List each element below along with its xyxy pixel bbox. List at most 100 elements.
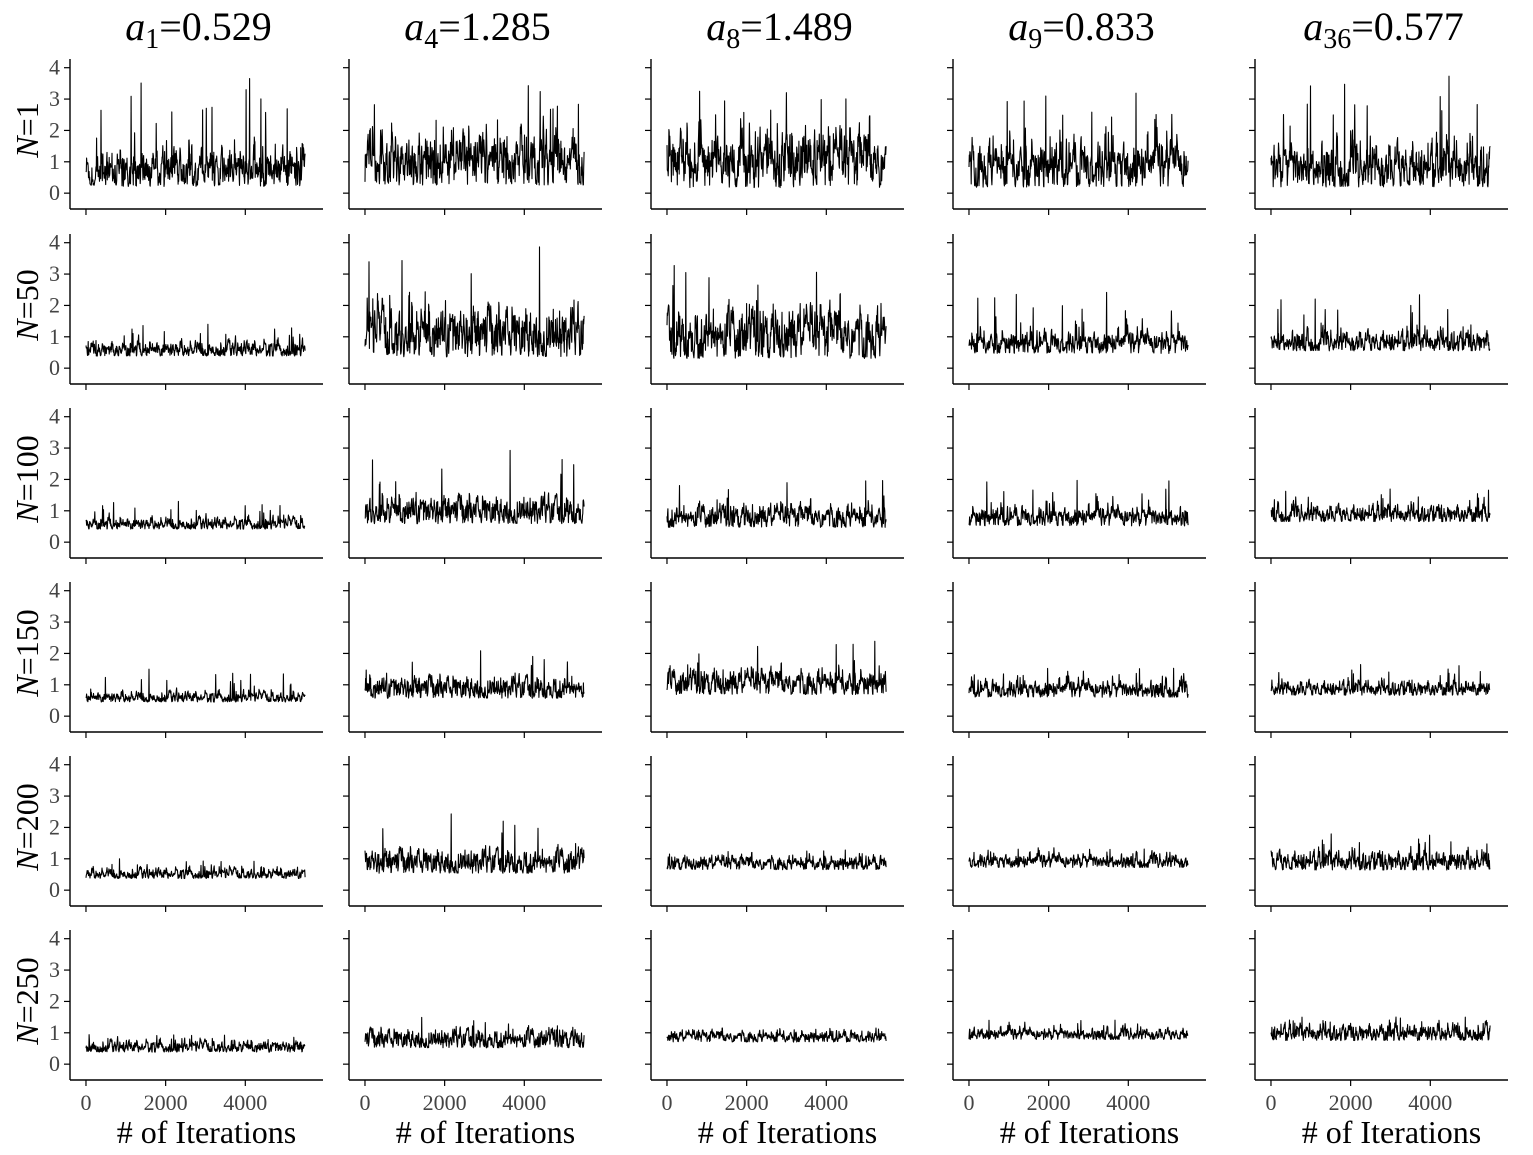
x-tick-label: 2000 [725, 1090, 769, 1115]
panel-r2-c4 [947, 234, 1206, 390]
x-tick-label: 0 [1265, 1090, 1276, 1115]
panel-r3-c3 [645, 408, 904, 564]
panel-r3-c5 [1249, 408, 1508, 564]
trace-line [364, 85, 585, 186]
column-title: a1=0.529 [125, 4, 272, 55]
trace-line [85, 78, 306, 187]
row-label: N=200 [9, 783, 45, 871]
y-tick-label: 3 [49, 783, 60, 808]
panel-r3-c2 [343, 408, 602, 564]
x-axis-title: # of Iterations [698, 1114, 878, 1150]
panel-r2-c5 [1249, 234, 1508, 390]
panel-r2-c3 [645, 234, 904, 390]
column-title: a4=1.285 [404, 4, 551, 55]
x-axis-title: # of Iterations [396, 1114, 576, 1150]
panel-r6-c1: 0 1 2 3 4 0 2000 4000 [49, 926, 323, 1115]
row-label: N=100 [9, 435, 45, 523]
trace-line [666, 90, 887, 189]
panel-r3-c1: 0 1 2 3 4 [49, 404, 323, 564]
trace-line [666, 640, 887, 696]
y-tick-label: 3 [49, 261, 60, 286]
panel-r5-c3 [645, 756, 904, 912]
x-tick-label: 4000 [502, 1090, 546, 1115]
x-axis-title: # of Iterations [1000, 1114, 1180, 1150]
y-tick-label: 3 [49, 435, 60, 460]
x-tick-label: 4000 [1408, 1090, 1452, 1115]
panel-r4-c3 [645, 582, 904, 738]
x-tick-label: 2000 [1027, 1090, 1071, 1115]
row-label: N=150 [9, 609, 45, 697]
y-tick-label: 1 [49, 1020, 60, 1045]
panel-r4-c4 [947, 582, 1206, 738]
trace-line [85, 668, 306, 703]
x-tick-label: 0 [661, 1090, 672, 1115]
y-tick-label: 4 [49, 55, 60, 80]
x-tick-label: 2000 [144, 1090, 188, 1115]
trace-line [364, 813, 585, 874]
panel-r4-c2 [343, 582, 602, 738]
panel-r2-c2 [343, 234, 602, 390]
trace-line [1270, 294, 1491, 352]
trace-line [968, 291, 1189, 354]
trace-line [364, 650, 585, 699]
y-tick-label: 2 [49, 640, 60, 665]
y-tick-label: 3 [49, 609, 60, 634]
panel-r1-c5 [1249, 59, 1508, 215]
panel-r1-c1: 0 1 2 3 4 [49, 55, 323, 215]
y-tick-label: 4 [49, 752, 60, 777]
trace-line [85, 858, 306, 880]
trace-line [968, 667, 1189, 698]
trace-line [364, 1016, 585, 1049]
y-tick-label: 0 [49, 180, 60, 205]
panel-r4-c5 [1249, 582, 1508, 738]
trace-line [1270, 664, 1491, 696]
trace-line [666, 264, 887, 359]
column-title: a36=0.577 [1303, 4, 1464, 55]
y-tick-label: 4 [49, 404, 60, 429]
column-title: a8=1.489 [706, 4, 853, 55]
x-tick-label: 2000 [423, 1090, 467, 1115]
x-axis-title: # of Iterations [117, 1114, 297, 1150]
trace-line [968, 479, 1189, 527]
y-tick-label: 2 [49, 292, 60, 317]
trace-line [1270, 75, 1491, 188]
y-tick-label: 1 [49, 672, 60, 697]
panel-r6-c2: 0 2000 4000 [343, 930, 602, 1115]
x-axis-title: # of Iterations [1302, 1114, 1482, 1150]
x-tick-label: 0 [963, 1090, 974, 1115]
row-label: N=1 [9, 102, 45, 158]
y-tick-label: 2 [49, 466, 60, 491]
y-tick-label: 0 [49, 703, 60, 728]
panel-r2-c1: 0 1 2 3 4 [49, 230, 323, 390]
x-tick-label: 4000 [1106, 1090, 1150, 1115]
trace-line [968, 847, 1189, 869]
panel-r5-c4 [947, 756, 1206, 912]
y-tick-label: 0 [49, 1051, 60, 1076]
trace-line [85, 1034, 306, 1053]
row-label: N=250 [9, 957, 45, 1045]
trace-line [1270, 833, 1491, 871]
y-tick-label: 4 [49, 578, 60, 603]
trace-line [364, 449, 585, 525]
trace-line [85, 323, 306, 357]
y-tick-label: 1 [49, 846, 60, 871]
panel-r1-c2 [343, 59, 602, 215]
y-tick-label: 2 [49, 988, 60, 1013]
y-tick-label: 0 [49, 355, 60, 380]
panel-r6-c5: 0 2000 4000 [1249, 930, 1508, 1115]
panel-r1-c4 [947, 59, 1206, 215]
row-label: N=50 [9, 269, 45, 341]
panel-r1-c3 [645, 59, 904, 215]
y-tick-label: 4 [49, 926, 60, 951]
x-tick-label: 2000 [1329, 1090, 1373, 1115]
x-tick-label: 0 [80, 1090, 91, 1115]
trace-line [1270, 1016, 1491, 1042]
trace-line [666, 1027, 887, 1043]
panel-r5-c1: 0 1 2 3 4 [49, 752, 323, 912]
y-tick-label: 0 [49, 529, 60, 554]
y-tick-label: 3 [49, 86, 60, 111]
y-tick-label: 3 [49, 957, 60, 982]
trace-line [968, 1019, 1189, 1041]
column-title: a9=0.833 [1008, 4, 1155, 55]
